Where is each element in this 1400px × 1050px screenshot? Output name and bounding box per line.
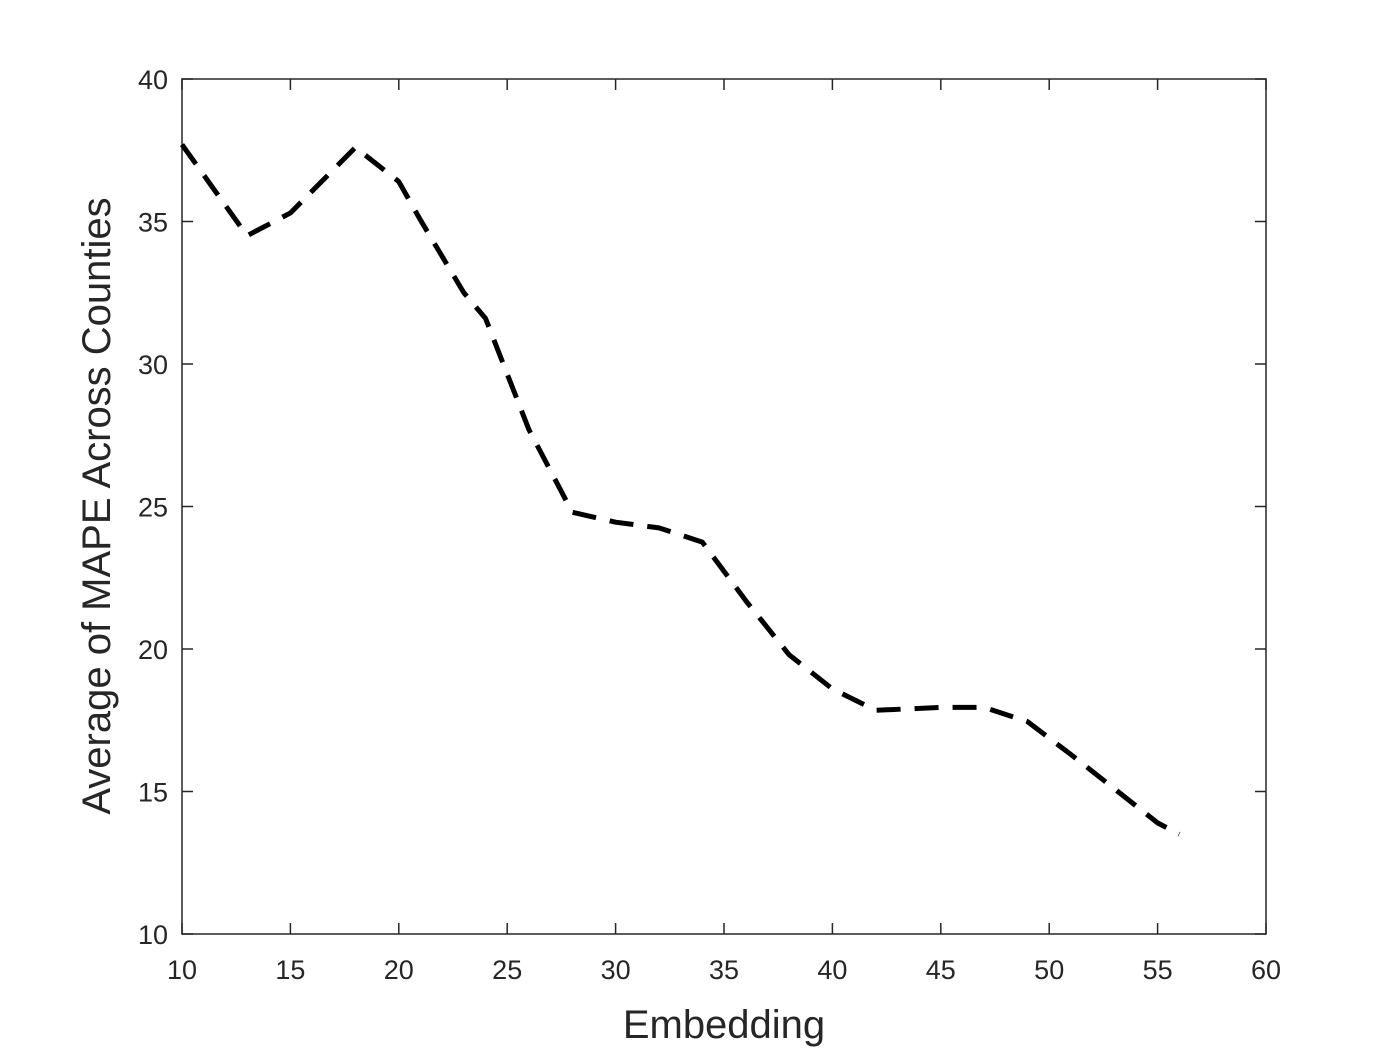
- y-axis-label: Average of MAPE Across Counties: [75, 197, 119, 814]
- x-tick-label: 35: [709, 955, 739, 985]
- x-tick-label: 20: [384, 955, 414, 985]
- x-tick-label: 25: [492, 955, 522, 985]
- x-tick-label: 50: [1034, 955, 1064, 985]
- y-tick-label: 10: [138, 920, 168, 950]
- y-tick-label: 35: [138, 208, 168, 238]
- x-tick-label: 55: [1143, 955, 1173, 985]
- x-tick-label: 45: [926, 955, 956, 985]
- x-tick-label: 30: [601, 955, 631, 985]
- y-tick-label: 30: [138, 350, 168, 380]
- y-tick-label: 20: [138, 635, 168, 665]
- plot-area: [181, 78, 1267, 935]
- x-tick-label: 60: [1251, 955, 1281, 985]
- y-tick-label: 40: [138, 65, 168, 95]
- x-tick-label: 10: [167, 955, 197, 985]
- x-axis-label: Embedding: [623, 1003, 825, 1047]
- x-tick-label: 15: [275, 955, 305, 985]
- data-line: [179, 143, 1181, 837]
- x-tick-label: 40: [817, 955, 847, 985]
- y-tick-label: 25: [138, 493, 168, 523]
- y-tick-label: 15: [138, 778, 168, 808]
